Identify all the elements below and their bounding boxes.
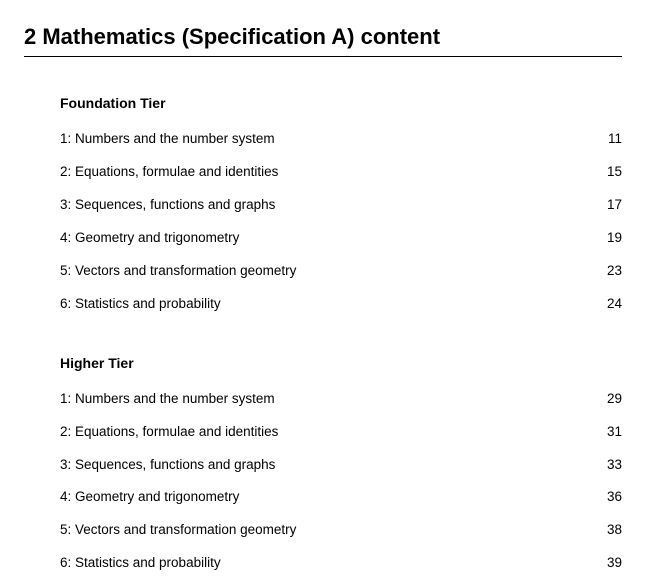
toc-page: 19 bbox=[598, 227, 622, 250]
toc-page: 38 bbox=[598, 519, 622, 542]
toc-row: 2: Equations, formulae and identities 15 bbox=[60, 156, 622, 189]
toc-label: 3: Sequences, functions and graphs bbox=[60, 454, 275, 477]
toc-page: 29 bbox=[598, 388, 622, 411]
toc-row: 3: Sequences, functions and graphs 33 bbox=[60, 449, 622, 482]
toc-row: 4: Geometry and trigonometry 19 bbox=[60, 222, 622, 255]
toc-label: 5: Vectors and transformation geometry bbox=[60, 519, 296, 542]
toc-row: 6: Statistics and probability 24 bbox=[60, 288, 622, 321]
toc-row: 4: Geometry and trigonometry 36 bbox=[60, 481, 622, 514]
toc-list-foundation: 1: Numbers and the number system 11 2: E… bbox=[60, 123, 622, 321]
toc-row: 2: Equations, formulae and identities 31 bbox=[60, 416, 622, 449]
page-heading: 2 Mathematics (Specification A) content bbox=[24, 24, 622, 57]
toc-page: 24 bbox=[598, 293, 622, 316]
tier-heading: Higher Tier bbox=[60, 355, 622, 371]
toc-page: 23 bbox=[598, 260, 622, 283]
toc-content: Foundation Tier 1: Numbers and the numbe… bbox=[24, 95, 622, 580]
toc-label: 6: Statistics and probability bbox=[60, 293, 221, 316]
toc-label: 3: Sequences, functions and graphs bbox=[60, 194, 275, 217]
toc-page: 15 bbox=[598, 161, 622, 184]
toc-row: 6: Statistics and probability 39 bbox=[60, 547, 622, 580]
toc-page: 36 bbox=[598, 486, 622, 509]
toc-row: 5: Vectors and transformation geometry 3… bbox=[60, 514, 622, 547]
toc-label: 2: Equations, formulae and identities bbox=[60, 161, 278, 184]
toc-page: 11 bbox=[598, 128, 622, 151]
toc-label: 1: Numbers and the number system bbox=[60, 128, 275, 151]
toc-row: 5: Vectors and transformation geometry 2… bbox=[60, 255, 622, 288]
toc-list-higher: 1: Numbers and the number system 29 2: E… bbox=[60, 383, 622, 580]
toc-row: 1: Numbers and the number system 11 bbox=[60, 123, 622, 156]
toc-label: 4: Geometry and trigonometry bbox=[60, 486, 239, 509]
toc-page: 31 bbox=[598, 421, 622, 444]
tier-heading: Foundation Tier bbox=[60, 95, 622, 111]
toc-row: 1: Numbers and the number system 29 bbox=[60, 383, 622, 416]
toc-label: 6: Statistics and probability bbox=[60, 552, 221, 575]
toc-label: 2: Equations, formulae and identities bbox=[60, 421, 278, 444]
toc-page: 17 bbox=[598, 194, 622, 217]
toc-page: 33 bbox=[598, 454, 622, 477]
toc-label: 4: Geometry and trigonometry bbox=[60, 227, 239, 250]
toc-label: 1: Numbers and the number system bbox=[60, 388, 275, 411]
toc-row: 3: Sequences, functions and graphs 17 bbox=[60, 189, 622, 222]
toc-label: 5: Vectors and transformation geometry bbox=[60, 260, 296, 283]
toc-page: 39 bbox=[598, 552, 622, 575]
